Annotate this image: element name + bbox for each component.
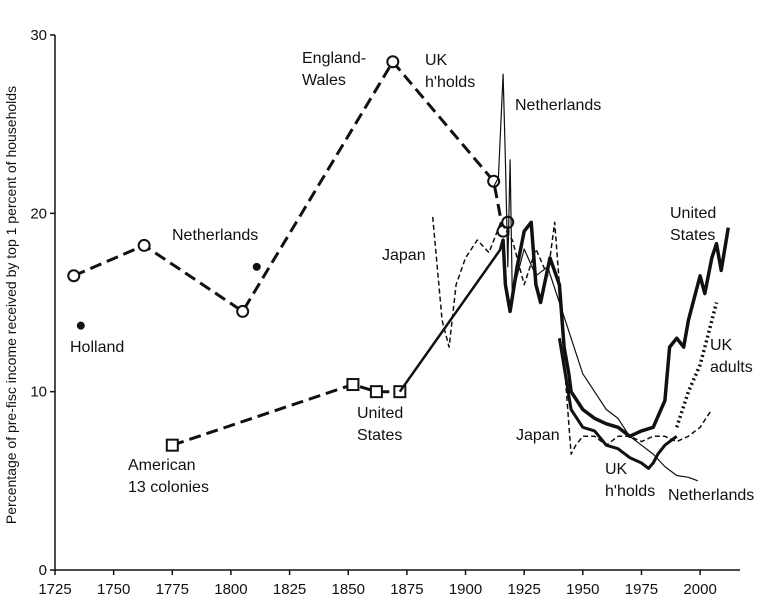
y-tick-label: 30 bbox=[30, 27, 47, 44]
y-tick-label: 0 bbox=[39, 562, 47, 579]
point-marker bbox=[67, 269, 81, 283]
annotation: Netherlands bbox=[668, 487, 754, 504]
point-marker bbox=[346, 378, 360, 392]
x-tick-label: 1850 bbox=[332, 581, 365, 598]
x-tick-label: 1725 bbox=[38, 581, 71, 598]
point-marker bbox=[369, 385, 383, 399]
annotation: United bbox=[357, 405, 403, 422]
series-line bbox=[171, 383, 400, 447]
y-tick-label: 20 bbox=[30, 205, 47, 222]
x-tick-label: 1975 bbox=[625, 581, 658, 598]
series-line bbox=[398, 248, 502, 393]
series-line bbox=[557, 337, 678, 470]
series-line bbox=[73, 60, 510, 313]
annotation: England- bbox=[302, 50, 366, 67]
point-marker bbox=[137, 238, 151, 252]
annotation: h'holds bbox=[425, 74, 475, 91]
point-marker bbox=[236, 304, 250, 318]
x-tick-label: 1750 bbox=[97, 581, 130, 598]
annotation: United bbox=[670, 205, 716, 222]
x-tick-label: 1900 bbox=[449, 581, 482, 598]
x-tick-label: 1825 bbox=[273, 581, 306, 598]
annotation: Japan bbox=[516, 427, 560, 444]
annotation: adults bbox=[710, 359, 753, 376]
annotation: American bbox=[128, 457, 196, 474]
point-marker bbox=[252, 262, 261, 271]
y-tick-label: 10 bbox=[30, 384, 47, 401]
x-tick-label: 1775 bbox=[156, 581, 189, 598]
point-marker bbox=[487, 174, 501, 188]
annotation: UK bbox=[605, 461, 628, 478]
point-marker bbox=[386, 55, 400, 69]
x-tick-label: 2000 bbox=[683, 581, 716, 598]
x-tick-label: 1950 bbox=[566, 581, 599, 598]
annotation: Netherlands bbox=[515, 97, 601, 114]
annotation: 13 colonies bbox=[128, 479, 209, 496]
y-axis-label: Percentage of pre-fisc income received b… bbox=[3, 86, 19, 524]
annotation: Japan bbox=[382, 247, 426, 264]
annotation: Holland bbox=[70, 339, 124, 356]
series-line bbox=[499, 220, 731, 439]
annotation: UK bbox=[425, 52, 448, 69]
annotation: Netherlands bbox=[172, 227, 258, 244]
point-marker bbox=[76, 321, 85, 330]
point-marker bbox=[165, 438, 179, 452]
annotation: States bbox=[670, 227, 715, 244]
annotation: UK bbox=[710, 337, 733, 354]
x-tick-label: 1925 bbox=[507, 581, 540, 598]
series-line bbox=[431, 216, 713, 455]
x-tick-label: 1800 bbox=[214, 581, 247, 598]
annotation: States bbox=[357, 427, 402, 444]
x-tick-label: 1875 bbox=[390, 581, 423, 598]
annotation: Wales bbox=[302, 72, 346, 89]
series-line bbox=[675, 302, 719, 428]
annotation: h'holds bbox=[605, 483, 655, 500]
